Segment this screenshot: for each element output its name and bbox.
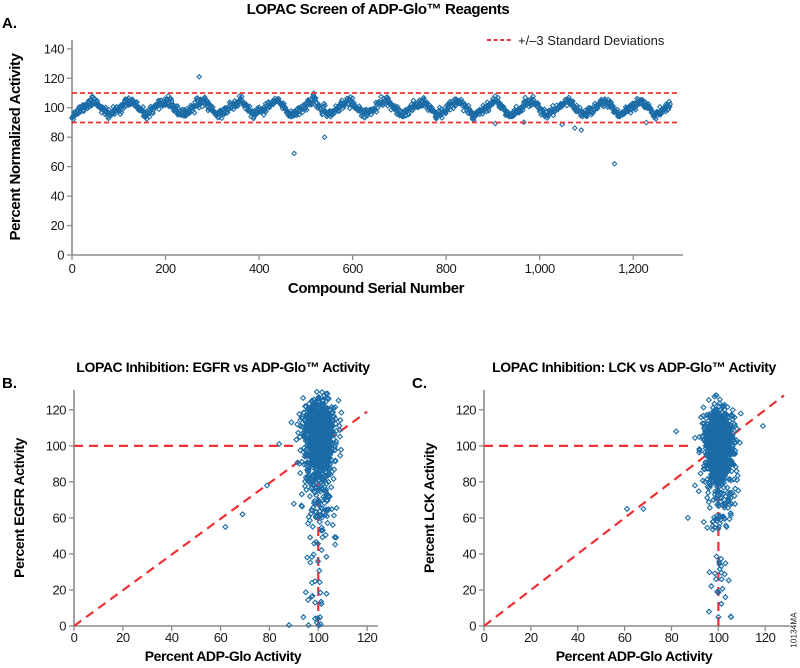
x-tick-label: 40 [165, 630, 179, 645]
figure-id-watermark: 10134MA [789, 612, 799, 648]
y-tick-label: 60 [53, 510, 67, 525]
axes: 0 200 400 600 800 1,000 1,200 0 20 40 60 80 100 120 14… [44, 40, 683, 276]
panel-c: LOPAC Inhibition: LCK vs ADP-Glo™ Activi… [412, 359, 790, 664]
x-tick-label: 800 [436, 261, 456, 276]
y-tick-label: 60 [51, 159, 65, 174]
y-tick-label: 80 [463, 474, 477, 489]
x-tick-label: 20 [116, 630, 130, 645]
panel-a-label: A. [2, 15, 17, 32]
x-tick-label: 1,200 [618, 261, 648, 276]
y-tick-label: 120 [456, 402, 476, 417]
y-tick-label: 100 [44, 100, 64, 115]
panel-c-yaxis-title: Percent LCK Activity [421, 442, 437, 573]
y-tick-label: 100 [456, 438, 476, 453]
scatter-points [222, 388, 345, 629]
y-tick-label: 120 [46, 402, 66, 417]
panel-b-title: LOPAC Inhibition: EGFR vs ADP-Glo™ Activ… [76, 359, 370, 375]
panel-b: LOPAC Inhibition: EGFR vs ADP-Glo™ Activ… [2, 359, 378, 664]
panel-a-title: LOPAC Screen of ADP-Glo™ Reagents [247, 1, 510, 18]
y-tick-label: 80 [51, 130, 65, 145]
x-tick-label: 40 [571, 630, 585, 645]
x-tick-label: 120 [357, 630, 377, 645]
x-tick-label: 0 [481, 630, 488, 645]
y-tick-label: 0 [57, 248, 64, 263]
panel-c-plot-area: 0 20 40 60 80 100 120 0 20 40 60 80 100 120 [456, 390, 790, 645]
y-tick-label: 140 [44, 41, 64, 56]
y-tick-label: 40 [51, 189, 65, 204]
y-tick-label: 80 [53, 474, 67, 489]
x-tick-label: 0 [71, 630, 78, 645]
reference-dashed-line [483, 394, 785, 627]
panel-b-plot-area: 0 20 40 60 80 100 120 0 20 40 60 80 100 120 [46, 388, 378, 645]
panel-b-yaxis-title: Percent EGFR Activity [11, 438, 27, 578]
x-tick-label: 120 [755, 630, 775, 645]
y-tick-label: 20 [51, 218, 65, 233]
y-tick-label: 40 [53, 546, 67, 561]
panel-a-legend: +/–3 Standard Deviations [487, 33, 665, 48]
x-tick-label: 60 [618, 630, 632, 645]
y-tick-label: 120 [44, 71, 64, 86]
panel-a-yaxis-title: Percent Normalized Activity [7, 52, 24, 240]
x-tick-label: 400 [249, 261, 269, 276]
panel-a-xaxis-title: Compound Serial Number [288, 280, 465, 297]
y-tick-label: 60 [463, 510, 477, 525]
y-tick-label: 40 [463, 546, 477, 561]
x-tick-label: 100 [308, 630, 328, 645]
x-tick-label: 200 [155, 261, 175, 276]
panel-c-xaxis-title: Percent ADP-Glo Activity [556, 648, 713, 664]
y-tick-label: 0 [59, 619, 66, 634]
x-tick-label: 600 [343, 261, 363, 276]
x-tick-label: 60 [214, 630, 228, 645]
y-tick-label: 20 [53, 582, 67, 597]
scatter-points [69, 73, 674, 167]
x-tick-label: 0 [69, 261, 76, 276]
axes: 0 20 40 60 80 100 120 0 20 40 60 80 100 120 [456, 390, 790, 645]
x-tick-label: 100 [708, 630, 728, 645]
panel-c-label: C. [412, 375, 427, 392]
x-tick-label: 1,000 [525, 261, 555, 276]
axes: 0 20 40 60 80 100 120 0 20 40 60 80 100 120 [46, 390, 378, 645]
scatter-points [623, 392, 767, 621]
x-tick-label: 80 [665, 630, 679, 645]
x-tick-label: 20 [524, 630, 538, 645]
panel-b-label: B. [2, 375, 17, 392]
y-tick-label: 0 [469, 619, 476, 634]
panel-a: LOPAC Screen of ADP-Glo™ Reagents A. +/–… [2, 1, 683, 297]
y-tick-label: 100 [46, 438, 66, 453]
reference-lines [72, 92, 680, 124]
panel-b-xaxis-title: Percent ADP-Glo Activity [145, 648, 302, 664]
panel-c-title: LOPAC Inhibition: LCK vs ADP-Glo™ Activi… [492, 359, 776, 375]
reference-lines [483, 394, 785, 627]
panel-a-plot-area: 0 200 400 600 800 1,000 1,200 0 20 40 60 80 100 120 14… [44, 40, 683, 276]
y-tick-label: 20 [463, 582, 477, 597]
panel-a-legend-label: +/–3 Standard Deviations [518, 33, 665, 48]
x-tick-label: 80 [263, 630, 277, 645]
